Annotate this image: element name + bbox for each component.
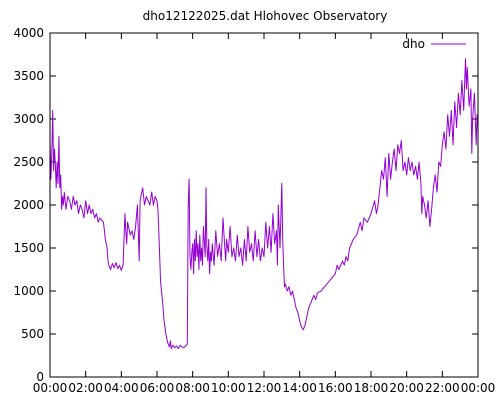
x-tick-label: 14:00 (282, 381, 317, 395)
plot-series (49, 58, 479, 350)
y-ticks: 0 500 1000 1500 2000 2500 3000 3500 4000 (13, 26, 478, 384)
legend: dho (402, 37, 466, 51)
x-tick-label: 18:00 (354, 381, 389, 395)
x-tick-label: 06:00 (140, 381, 175, 395)
x-tick-label: 16:00 (318, 381, 353, 395)
y-tick-label: 500 (21, 327, 44, 341)
x-tick-label: 00:00 (461, 381, 496, 395)
y-tick-label: 2500 (13, 155, 44, 169)
x-tick-label: 02:00 (68, 381, 103, 395)
y-tick-label: 4000 (13, 26, 44, 40)
x-tick-label: 08:00 (175, 381, 210, 395)
y-tick-label: 1000 (13, 284, 44, 298)
x-tick-label: 00:00 (33, 381, 68, 395)
plot-frame (49, 32, 479, 378)
legend-label: dho (402, 37, 425, 51)
y-tick-label: 0 (36, 370, 44, 384)
x-tick-label: 22:00 (425, 381, 460, 395)
chart-title: dho12122025.dat Hlohovec Observatory (143, 9, 388, 23)
series-line-dho (49, 58, 479, 350)
x-tick-label: 10:00 (211, 381, 246, 395)
x-ticks: 00:00 02:00 04:00 06:00 08:00 10:00 12:00 14:00… (33, 33, 496, 395)
y-tick-label: 3500 (13, 69, 44, 83)
x-tick-label: 12:00 (247, 381, 282, 395)
y-tick-label: 2000 (13, 198, 44, 212)
x-tick-label: 04:00 (104, 381, 139, 395)
x-tick-label: 20:00 (389, 381, 424, 395)
y-tick-label: 1500 (13, 241, 44, 255)
y-tick-label: 3000 (13, 112, 44, 126)
